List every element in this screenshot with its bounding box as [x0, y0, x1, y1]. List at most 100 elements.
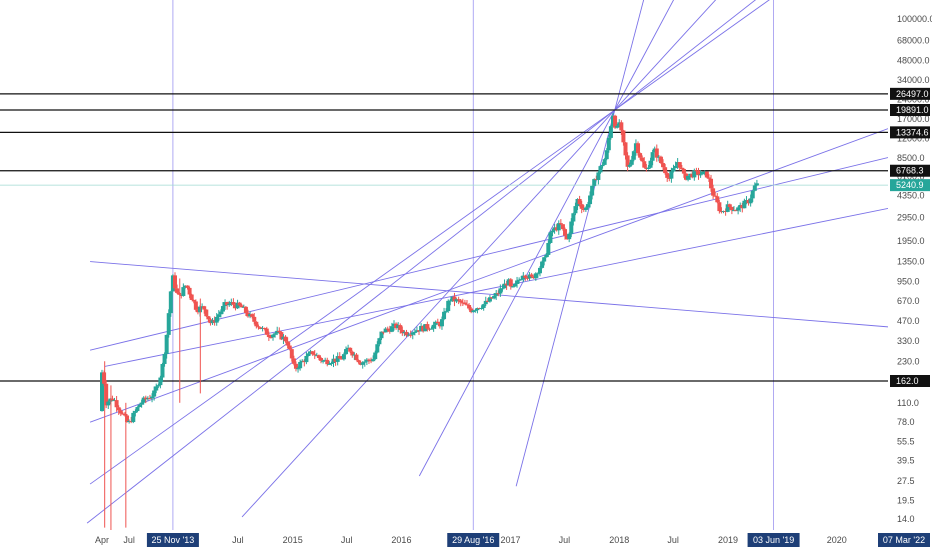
candle-body — [233, 304, 238, 309]
candle-body — [256, 326, 261, 328]
candle-body — [371, 359, 376, 362]
candle-body — [579, 204, 584, 209]
time-tick-label: Jul — [123, 535, 135, 545]
candle-body — [327, 363, 332, 365]
candle-body — [429, 328, 434, 330]
candle-body — [273, 333, 278, 335]
candle-body — [502, 283, 507, 289]
candle-body — [638, 153, 643, 158]
time-tick-label: Jul — [667, 535, 679, 545]
candle-body — [746, 200, 751, 204]
candle-body — [283, 336, 288, 342]
candle-body — [389, 326, 394, 332]
candle-body — [696, 170, 701, 176]
candle-body — [752, 185, 757, 191]
candle-body — [414, 330, 419, 332]
candle-body — [421, 325, 426, 332]
candle-body — [287, 345, 292, 350]
price-tick-label: 12000.0 — [897, 133, 930, 143]
trendline — [86, 0, 757, 524]
candle-body — [202, 306, 207, 310]
candle-body — [314, 355, 319, 357]
candle-body — [671, 168, 676, 172]
candle-body — [191, 299, 196, 302]
candle-body — [569, 221, 574, 234]
candle-body — [100, 372, 104, 412]
trendline — [89, 0, 770, 485]
price-tick-label: 1950.0 — [897, 236, 925, 246]
candle-body — [698, 174, 703, 176]
time-tick-label: Apr — [95, 535, 109, 545]
candle-body — [725, 204, 730, 212]
candle-body — [738, 205, 743, 208]
candle-body — [439, 319, 444, 327]
candle-body — [437, 323, 442, 327]
candle-body — [464, 304, 469, 306]
candle-body — [567, 233, 572, 240]
candle-body — [291, 358, 296, 364]
candle-body — [379, 331, 384, 339]
candle-body — [686, 175, 691, 180]
price-tick-label: 34000.0 — [897, 75, 930, 85]
price-tick-label: 14.0 — [897, 514, 915, 524]
axis-tags: 26497.0 19891.0 13374.6 6768.3 162.0 5240.9 25… — [146, 87, 930, 547]
date-marker-tag — [447, 533, 500, 547]
candle-body — [606, 137, 611, 151]
trendline — [241, 0, 717, 518]
price-tick-label: 8500.0 — [897, 153, 925, 163]
candle-body — [435, 321, 440, 324]
candle-body — [102, 372, 107, 384]
price-tick-label: 330.0 — [897, 336, 920, 346]
candle-body — [629, 159, 634, 165]
price-tick-label: 230.0 — [897, 356, 920, 366]
candle-body — [118, 410, 123, 414]
candle-body — [312, 354, 317, 356]
candle-body — [210, 320, 215, 324]
candle-body — [362, 361, 367, 363]
candle-body — [125, 415, 130, 422]
candle-body — [600, 164, 605, 167]
candle-body — [227, 303, 232, 306]
candle-body — [168, 291, 173, 314]
price-level-tag-label: 26497.0 — [896, 89, 929, 99]
candle-body — [137, 404, 142, 408]
candle-body — [650, 152, 655, 161]
candle-body — [348, 347, 353, 352]
candle-body — [387, 329, 392, 332]
candle-body — [729, 206, 734, 211]
time-tick-label: 2018 — [609, 535, 629, 545]
candle-body — [442, 311, 447, 320]
candle-body — [481, 304, 486, 308]
candle-body — [519, 279, 524, 281]
candle-body — [512, 283, 517, 287]
candle-body — [260, 328, 265, 330]
candle-body — [377, 338, 382, 345]
price-level-tag-label: 19891.0 — [896, 105, 929, 115]
candle-body — [485, 300, 490, 302]
price-level-tag-label: 162.0 — [896, 376, 919, 386]
date-marker-tag-label: 03 Jun '19 — [753, 535, 794, 545]
candle-body — [498, 288, 503, 294]
candle-body — [262, 328, 267, 330]
candle-body — [631, 151, 636, 160]
candle-body — [335, 356, 340, 362]
candle-body — [448, 300, 453, 302]
price-axis: 100000.068000.048000.034000.024000.01700… — [897, 14, 932, 524]
price-tick-label: 950.0 — [897, 276, 920, 286]
candle-body — [521, 275, 526, 280]
price-tick-label: 470.0 — [897, 316, 920, 326]
candle-body — [425, 324, 430, 329]
candle-body — [264, 328, 269, 335]
candle-body — [398, 325, 403, 330]
candle-body — [577, 198, 582, 205]
candle-body — [112, 400, 117, 402]
candle-body — [170, 275, 175, 292]
candle-body — [175, 288, 180, 293]
candle-body — [172, 275, 177, 289]
candle-body — [185, 285, 190, 288]
candle-body — [581, 208, 586, 210]
candle-body — [500, 288, 505, 290]
candle-body — [663, 167, 668, 174]
candle-body — [548, 232, 553, 244]
candle-body — [446, 300, 451, 312]
